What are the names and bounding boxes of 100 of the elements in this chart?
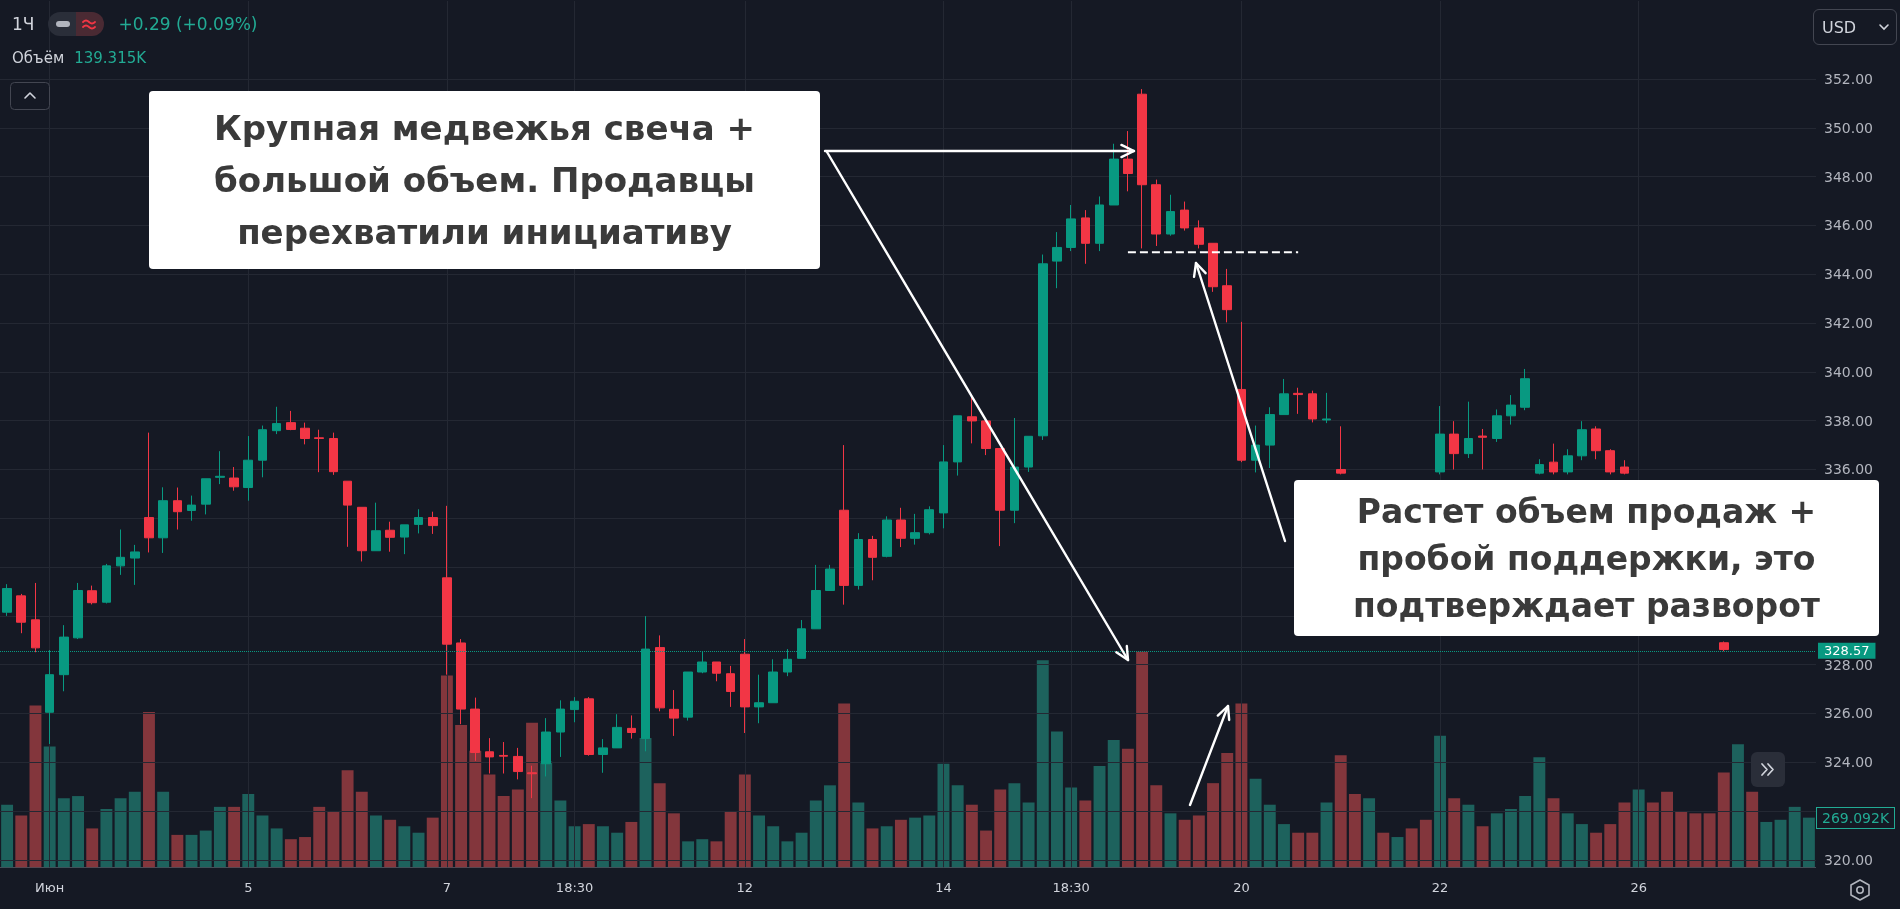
candlestick xyxy=(357,506,367,562)
bar xyxy=(1774,819,1787,868)
candlestick xyxy=(1435,405,1445,475)
bar xyxy=(1334,755,1347,868)
bar xyxy=(1802,817,1815,868)
bar xyxy=(171,834,184,868)
candlestick xyxy=(1293,387,1303,415)
candlestick xyxy=(1081,209,1090,265)
bar xyxy=(1788,806,1801,868)
bar xyxy=(824,785,836,868)
text: 269.092K xyxy=(1816,806,1896,829)
candlestick xyxy=(286,410,296,431)
candlestick xyxy=(740,638,750,734)
candlestick xyxy=(995,448,1005,547)
bar xyxy=(838,703,851,868)
candlestick xyxy=(854,532,863,591)
bar xyxy=(1590,832,1603,868)
bar xyxy=(370,815,382,868)
bar xyxy=(1462,804,1475,868)
bar xyxy=(724,811,737,868)
candlestick xyxy=(329,432,338,476)
candlestick xyxy=(939,444,948,529)
candlestick xyxy=(1506,394,1516,426)
bar xyxy=(1235,703,1248,868)
candlestick xyxy=(1478,428,1487,470)
candlestick xyxy=(896,507,906,548)
bar xyxy=(554,800,567,868)
candlestick xyxy=(683,671,693,722)
bar xyxy=(809,800,822,868)
bar xyxy=(980,830,992,868)
bar xyxy=(1008,783,1021,868)
candlestick xyxy=(272,406,281,435)
bar xyxy=(1022,802,1035,868)
candlestick xyxy=(811,564,821,630)
bar xyxy=(327,811,340,868)
bar xyxy=(965,804,978,868)
bar xyxy=(852,802,865,868)
candlestick xyxy=(144,432,154,553)
candlestick xyxy=(1591,425,1601,460)
candlestick xyxy=(882,515,892,558)
y-tick-label: 324.00 xyxy=(1824,754,1873,771)
candlestick xyxy=(627,714,636,740)
candlestick xyxy=(1137,88,1147,249)
bar xyxy=(880,826,893,868)
x-tick-label: 14 xyxy=(935,880,952,896)
candlestick xyxy=(102,563,111,604)
bar xyxy=(568,826,581,868)
bar xyxy=(753,815,765,868)
y-tick-label: 352.00 xyxy=(1824,71,1873,88)
annotation: Крупная медвежья свеча + большой объем. Продавцы перехватили инициативу xyxy=(212,107,757,254)
candlestick xyxy=(485,737,494,774)
candlestick xyxy=(1109,143,1119,206)
bar xyxy=(128,791,141,868)
bar xyxy=(114,798,127,868)
bar xyxy=(199,830,212,868)
bar xyxy=(313,806,326,868)
bar xyxy=(299,837,311,868)
bar xyxy=(1746,791,1759,868)
candlestick xyxy=(839,444,849,606)
bar xyxy=(1661,791,1673,868)
x-tick-label: 20 xyxy=(1233,880,1250,896)
bar xyxy=(1448,798,1461,868)
candlestick xyxy=(1719,641,1729,652)
x-tick-label: 26 xyxy=(1630,880,1647,896)
candlestick xyxy=(258,425,267,478)
bar xyxy=(866,828,879,868)
bar xyxy=(526,722,538,868)
bar xyxy=(1717,772,1730,868)
bar xyxy=(1732,744,1744,868)
candlestick xyxy=(1180,201,1189,232)
candlestick xyxy=(612,713,622,749)
annotation: +0.29 (+0.09%) xyxy=(118,14,258,34)
candlestick xyxy=(116,529,125,576)
bar xyxy=(1434,735,1446,868)
bar xyxy=(1519,796,1532,868)
bar xyxy=(270,828,283,868)
bar xyxy=(1249,778,1262,868)
y-tick-label: 344.00 xyxy=(1824,266,1873,283)
bar xyxy=(440,675,453,868)
bar xyxy=(1178,819,1191,868)
candlestick xyxy=(1010,417,1019,524)
bar xyxy=(1263,804,1276,868)
bar xyxy=(1051,731,1063,868)
candlestick xyxy=(158,486,168,554)
bar xyxy=(682,841,695,868)
candlestick xyxy=(584,696,594,757)
bar xyxy=(1065,787,1078,868)
candlestick xyxy=(768,658,778,704)
bar xyxy=(767,826,780,868)
candlestick xyxy=(1535,458,1544,475)
candlestick xyxy=(1322,392,1331,424)
bar xyxy=(1278,824,1290,868)
candlestick xyxy=(1549,443,1558,475)
bar xyxy=(1405,828,1418,868)
bar xyxy=(1306,832,1319,868)
y-tick-label: 342.00 xyxy=(1824,315,1873,332)
bar xyxy=(100,809,113,868)
candlestick xyxy=(2,583,12,617)
bar xyxy=(1207,783,1219,868)
candlestick xyxy=(655,634,665,712)
